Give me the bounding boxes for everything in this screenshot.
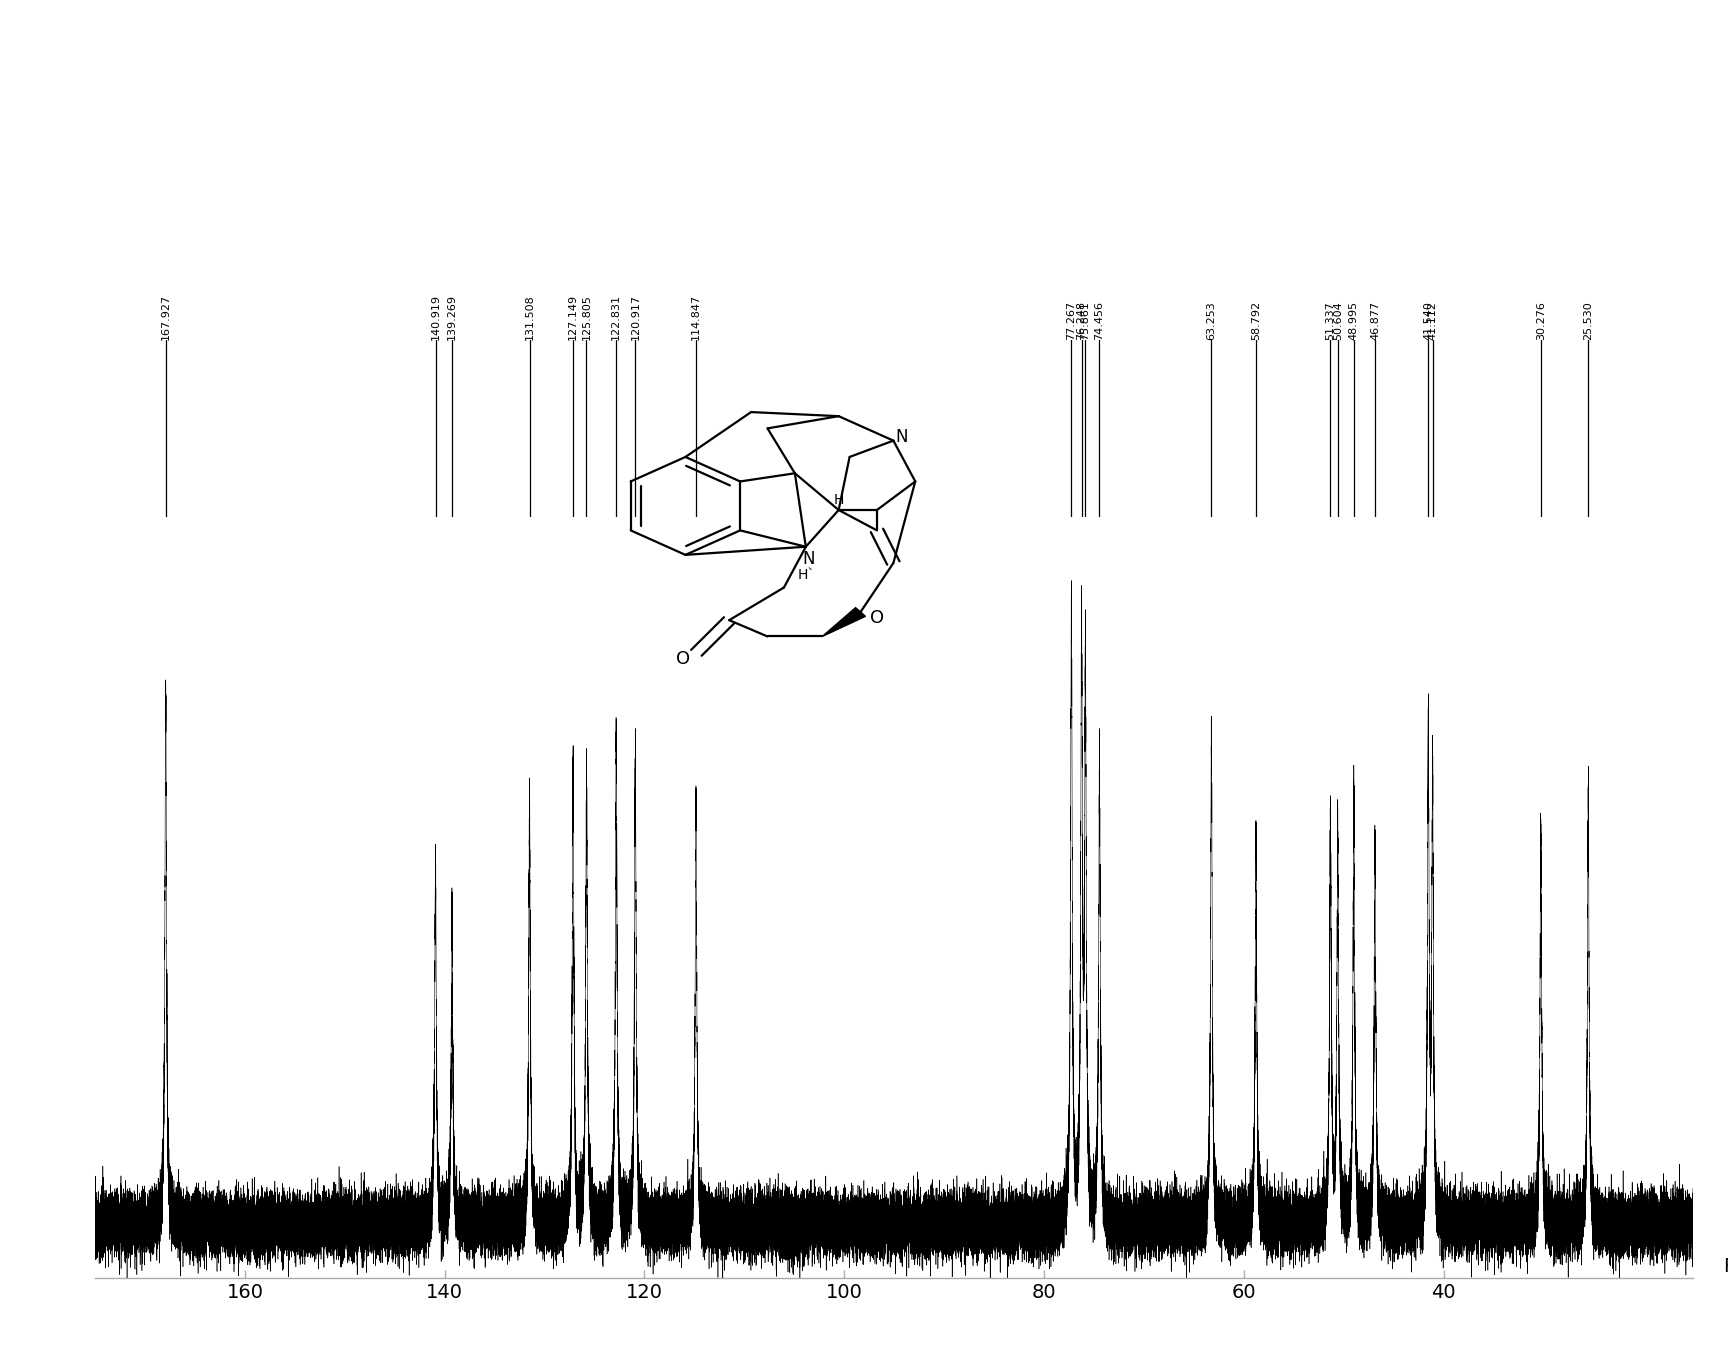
Polygon shape	[823, 608, 866, 636]
Text: 63.253: 63.253	[1206, 302, 1217, 340]
Text: 41.112: 41.112	[1427, 301, 1438, 340]
Text: 167.927: 167.927	[161, 294, 171, 340]
Text: 50.604: 50.604	[1332, 302, 1343, 340]
Text: 51.337: 51.337	[1325, 302, 1336, 340]
Text: 74.456: 74.456	[1094, 301, 1104, 340]
Text: O: O	[869, 609, 885, 627]
Text: 46.877: 46.877	[1370, 301, 1381, 340]
Text: 75.861: 75.861	[1080, 301, 1090, 340]
Text: H: H	[833, 492, 843, 507]
Text: 58.792: 58.792	[1251, 301, 1261, 340]
Text: 127.149: 127.149	[569, 294, 579, 340]
Text: 41.540: 41.540	[1424, 301, 1433, 340]
Text: 77.267: 77.267	[1066, 301, 1077, 340]
Text: 114.847: 114.847	[691, 294, 702, 340]
Text: 140.919: 140.919	[430, 294, 441, 340]
Text: 131.508: 131.508	[525, 294, 534, 340]
Text: O: O	[676, 650, 689, 668]
Text: 125.805: 125.805	[582, 294, 591, 340]
Text: N: N	[802, 549, 816, 568]
Text: PPM: PPM	[1723, 1258, 1728, 1277]
Text: N: N	[895, 427, 907, 446]
Text: 120.917: 120.917	[631, 294, 641, 340]
Text: 122.831: 122.831	[612, 294, 620, 340]
Text: 25.530: 25.530	[1583, 302, 1593, 340]
Text: H`: H`	[797, 568, 814, 582]
Text: 30.276: 30.276	[1536, 301, 1547, 340]
Text: 48.995: 48.995	[1350, 301, 1358, 340]
Text: 139.269: 139.269	[448, 294, 456, 340]
Text: 76.248: 76.248	[1077, 301, 1087, 340]
